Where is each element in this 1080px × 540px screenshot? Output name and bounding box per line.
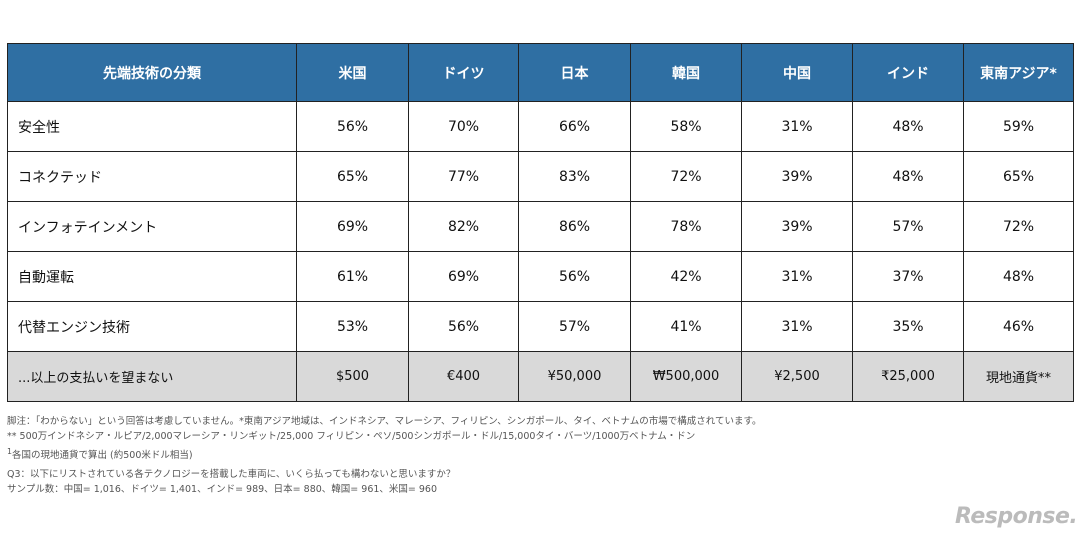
column-header: 日本 [518,43,631,102]
column-header: 韓国 [630,43,742,102]
table-cell: 31% [741,251,853,302]
table-row: ...以上の支払いを望まない $500 €400 ¥50,000 ₩500,000 ¥2,… [7,351,1074,402]
row-label: 自動運転 [7,251,297,302]
tech-payment-table: 先端技術の分類 米国 ドイツ 日本 韓国 中国 インド 東南アジア* 安全性 56% 70% 66%… [7,43,1074,402]
table-cell: 42% [630,251,742,302]
table-cell: $500 [296,351,409,402]
column-header: 先端技術の分類 [7,43,297,102]
table-row: 代替エンジン技術 53% 56% 57% 41% 31% 35% 46% [7,301,1074,352]
table-cell: 56% [408,301,519,352]
table-cell: 37% [852,251,964,302]
table-cell: 48% [852,101,964,152]
table-cell: ¥50,000 [518,351,631,402]
table-cell: 57% [852,201,964,252]
table-cell: 77% [408,151,519,202]
table-cell: 69% [408,251,519,302]
footnote-3: 1各国の現地通貨で算出 (約500米ドル相当) [7,444,762,463]
table-cell: 39% [741,151,853,202]
table-cell: 56% [296,101,409,152]
table-cell: 56% [518,251,631,302]
table-cell: 69% [296,201,409,252]
footnote-superscript: 1 [7,447,13,456]
table-cell: 46% [963,301,1074,352]
response-logo: Response. [955,504,1078,529]
table-cell: 35% [852,301,964,352]
table-cell: ¥2,500 [741,351,853,402]
question-text: Q3：以下にリストされている各テクノロジーを搭載した車両に、いくら払っても構わな… [7,469,456,481]
table-cell: 48% [852,151,964,202]
table-cell: ₹25,000 [852,351,964,402]
column-header: インド [852,43,964,102]
header-row: 先端技術の分類 米国 ドイツ 日本 韓国 中国 インド 東南アジア* [7,43,1074,102]
table-cell: 41% [630,301,742,352]
table-cell: 70% [408,101,519,152]
table-cell: 現地通貨** [963,351,1074,402]
table-cell: 78% [630,201,742,252]
sample-size: サンプル数：中国= 1,016、ドイツ= 1,401、インド= 989、日本= … [7,484,438,496]
column-header: 東南アジア* [963,43,1074,102]
table-cell: 65% [963,151,1074,202]
table-row: 安全性 56% 70% 66% 58% 31% 48% 59% [7,101,1074,152]
row-label: 安全性 [7,101,297,152]
table-cell: 39% [741,201,853,252]
table-cell: 57% [518,301,631,352]
table-cell: ₩500,000 [630,351,742,402]
table-row: コネクテッド 65% 77% 83% 72% 39% 48% 65% [7,151,1074,202]
table-cell: 31% [741,101,853,152]
table-cell: 65% [296,151,409,202]
table-cell: 59% [963,101,1074,152]
table-cell: 31% [741,301,853,352]
table-cell: 83% [518,151,631,202]
table-cell: 66% [518,101,631,152]
column-header: ドイツ [408,43,519,102]
table-cell: 86% [518,201,631,252]
table-cell: 72% [630,151,742,202]
row-label: 代替エンジン技術 [7,301,297,352]
footnotes: 脚注：「わからない」という回答は考慮していません。*東南アジア地域は、インドネシ… [7,414,762,497]
table-row: 自動運転 61% 69% 56% 42% 31% 37% 48% [7,251,1074,302]
row-label: コネクテッド [7,151,297,202]
table-cell: 61% [296,251,409,302]
row-label: インフォテインメント [7,201,297,252]
table-cell: 53% [296,301,409,352]
column-header: 米国 [296,43,409,102]
table-cell: 82% [408,201,519,252]
footnote-3-text: 各国の現地通貨で算出 (約500米ドル相当) [12,450,193,462]
footnote-2: ** 500万インドネシア・ルピア/2,000マレーシア・リンギット/25,00… [7,431,696,442]
row-label: ...以上の支払いを望まない [7,351,297,402]
table-row: インフォテインメント 69% 82% 86% 78% 39% 57% 72% [7,201,1074,252]
table-cell: 48% [963,251,1074,302]
table-cell: €400 [408,351,519,402]
table-cell: 58% [630,101,742,152]
footnote-1: 脚注：「わからない」という回答は考慮していません。*東南アジア地域は、インドネシ… [7,416,762,427]
column-header: 中国 [741,43,853,102]
table-cell: 72% [963,201,1074,252]
